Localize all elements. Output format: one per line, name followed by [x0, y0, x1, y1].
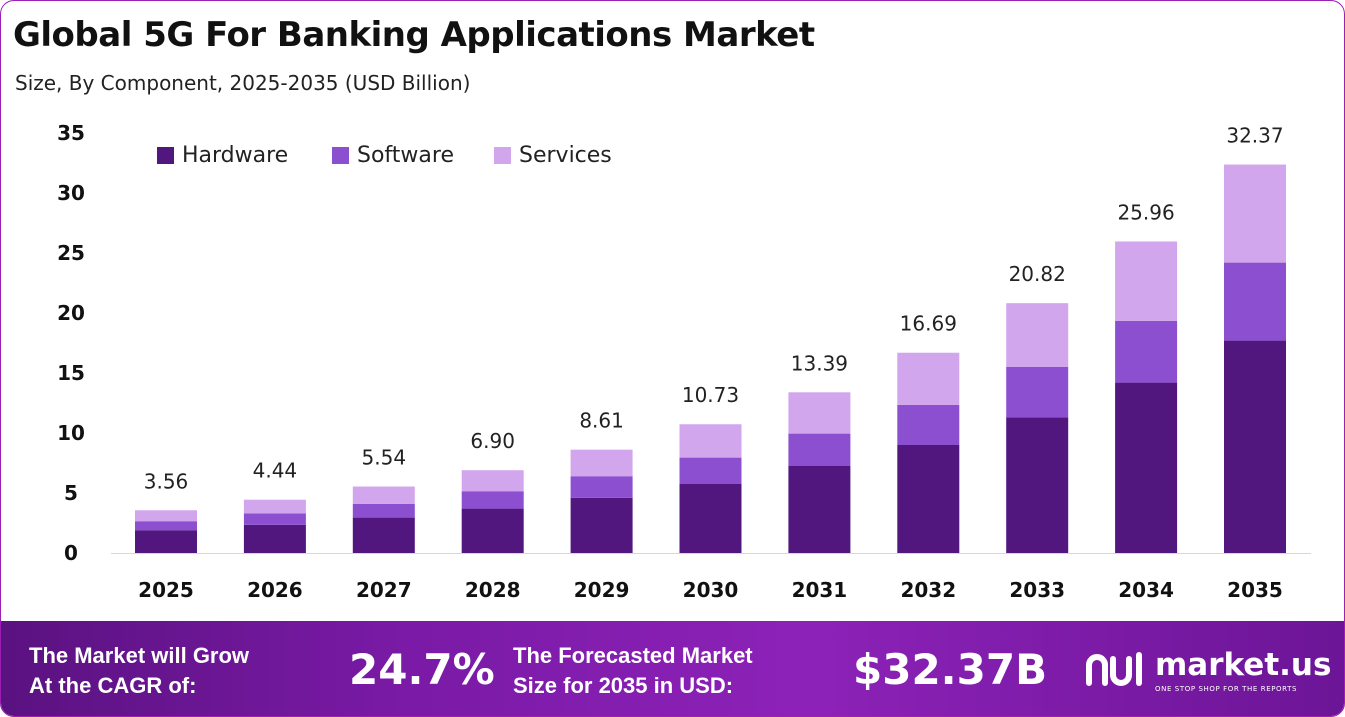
x-tick-label: 2028 — [465, 578, 521, 602]
x-tick-label: 2027 — [356, 578, 412, 602]
x-tick-label: 2025 — [138, 578, 194, 602]
x-tick-label: 2035 — [1227, 578, 1283, 602]
forecast-caption: The Forecasted Market Size for 2035 in U… — [513, 641, 753, 701]
y-tick-label: 20 — [57, 301, 85, 325]
bar-segment-hardware — [352, 517, 415, 553]
y-tick-label: 0 — [64, 541, 78, 565]
y-tick-label: 25 — [57, 241, 85, 265]
summary-footer: The Market will Grow At the CAGR of: 24.… — [1, 621, 1344, 716]
logo-name: market.us — [1155, 647, 1332, 683]
bar-segment-services — [679, 424, 742, 458]
bar-segment-services — [1224, 164, 1286, 263]
data-label: 10.73 — [682, 383, 739, 407]
cagr-value: 24.7% — [349, 645, 495, 694]
stacked-bar-chart: 051015202530353.5620254.4420265.5420276.… — [57, 121, 1311, 602]
legend-swatch — [332, 147, 349, 164]
y-tick-label: 30 — [57, 181, 85, 205]
bar-segment-services — [461, 470, 524, 492]
data-label: 5.54 — [362, 446, 407, 470]
bar-segment-hardware — [135, 530, 197, 553]
bar-segment-hardware — [897, 445, 960, 553]
data-label: 13.39 — [791, 351, 848, 375]
logo-mark-icon — [1086, 652, 1142, 686]
bar-segment-software — [1115, 320, 1178, 383]
bar-segment-software — [1224, 262, 1286, 341]
bar-segment-software — [679, 457, 742, 484]
bar-segment-software — [570, 476, 633, 498]
chart-title: Global 5G For Banking Applications Marke… — [13, 15, 815, 55]
bar-segment-hardware — [1006, 417, 1069, 553]
data-label: 8.61 — [579, 409, 624, 433]
bar-segment-services — [570, 449, 633, 477]
data-label: 6.90 — [470, 429, 515, 453]
bar-segment-hardware — [243, 524, 306, 553]
logo-tagline: ONE STOP SHOP FOR THE REPORTS — [1155, 685, 1298, 693]
bar-segment-services — [352, 486, 415, 504]
y-tick-label: 10 — [57, 421, 85, 445]
bar-segment-services — [1006, 303, 1069, 367]
chart-subtitle: Size, By Component, 2025-2035 (USD Billi… — [15, 71, 471, 95]
bar-segment-software — [461, 491, 524, 509]
data-label: 25.96 — [1117, 200, 1174, 224]
x-tick-label: 2026 — [247, 578, 303, 602]
forecast-caption-line2: Size for 2035 in USD: — [513, 673, 734, 698]
data-label: 16.69 — [900, 312, 957, 336]
data-label: 3.56 — [144, 469, 189, 493]
bar-segment-services — [135, 510, 197, 522]
bar-segment-services — [788, 392, 851, 434]
forecast-value: $32.37B — [853, 645, 1048, 694]
x-tick-label: 2030 — [683, 578, 739, 602]
legend-swatch — [157, 147, 174, 164]
x-tick-label: 2032 — [900, 578, 956, 602]
bar-segment-hardware — [1115, 382, 1178, 553]
x-tick-label: 2033 — [1009, 578, 1065, 602]
data-label: 20.82 — [1009, 262, 1066, 286]
bar-segment-software — [1006, 367, 1069, 418]
bar-segment-services — [1115, 241, 1178, 321]
bar-segment-software — [243, 513, 306, 525]
y-tick-label: 5 — [64, 481, 78, 505]
bar-segment-software — [788, 433, 851, 466]
bar-segment-hardware — [570, 497, 633, 553]
cagr-caption-line1: The Market will Grow — [29, 643, 250, 668]
y-tick-label: 15 — [57, 361, 85, 385]
bar-segment-software — [352, 503, 415, 518]
legend-label: Hardware — [182, 143, 288, 168]
bar-segment-software — [135, 521, 197, 531]
bar-segment-hardware — [1224, 340, 1286, 553]
y-tick-label: 35 — [57, 121, 85, 145]
bar-segment-hardware — [679, 484, 742, 553]
bar-segment-hardware — [788, 466, 851, 553]
legend-label: Services — [519, 143, 612, 168]
x-tick-label: 2034 — [1118, 578, 1174, 602]
market-us-logo: market.us ONE STOP SHOP FOR THE REPORTS — [1083, 647, 1333, 697]
cagr-caption: The Market will Grow At the CAGR of: — [29, 641, 249, 701]
bar-segment-services — [897, 352, 960, 405]
legend-swatch — [494, 147, 511, 164]
cagr-caption-line2: At the CAGR of: — [29, 673, 197, 698]
x-tick-label: 2029 — [574, 578, 630, 602]
bar-segment-services — [243, 499, 306, 514]
data-label: 32.37 — [1226, 124, 1283, 148]
legend-label: Software — [357, 143, 454, 168]
bar-segment-hardware — [461, 508, 524, 553]
x-tick-label: 2031 — [792, 578, 848, 602]
bar-segment-software — [897, 404, 960, 445]
data-label: 4.44 — [253, 459, 298, 483]
forecast-caption-line1: The Forecasted Market — [513, 643, 753, 668]
